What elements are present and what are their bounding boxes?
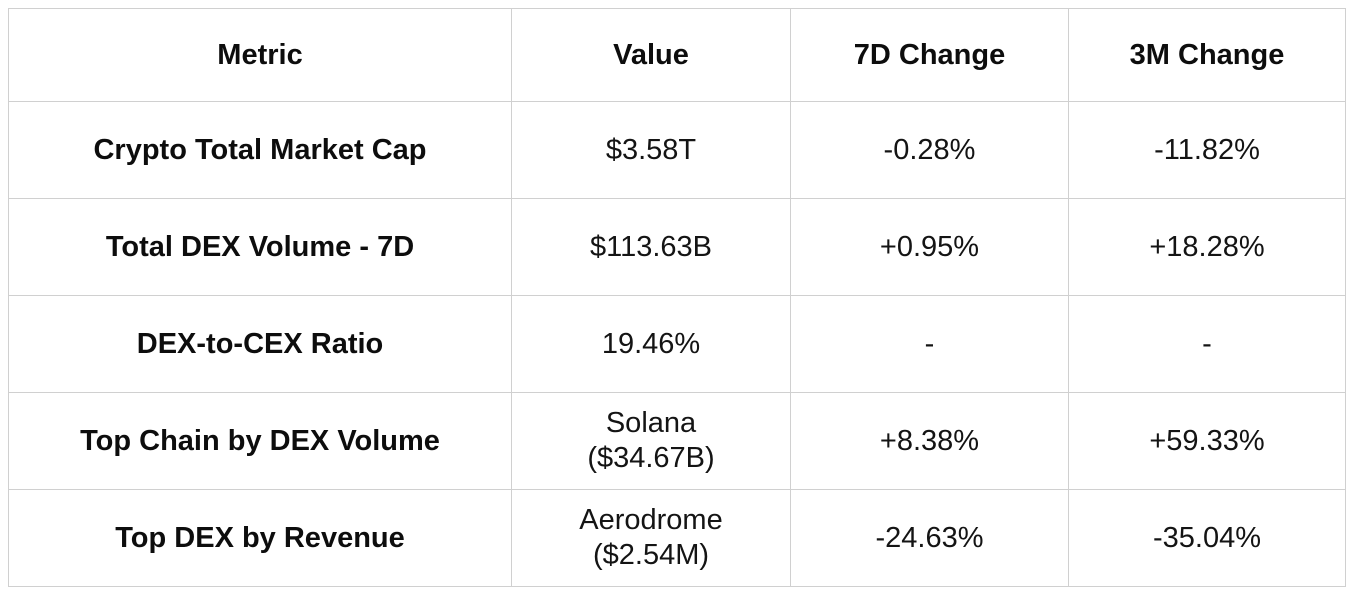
cell-3m-change: +59.33% bbox=[1068, 392, 1346, 490]
table-row: DEX-to-CEX Ratio 19.46% - - bbox=[8, 295, 1346, 393]
table-header: Metric Value 7D Change 3M Change bbox=[8, 8, 1346, 102]
cell-value: $113.63B bbox=[511, 198, 791, 296]
header-7d-change: 7D Change bbox=[790, 8, 1069, 102]
cell-metric: Crypto Total Market Cap bbox=[8, 101, 512, 199]
cell-value: 19.46% bbox=[511, 295, 791, 393]
table-row: Total DEX Volume - 7D $113.63B +0.95% +1… bbox=[8, 198, 1346, 296]
header-3m-change: 3M Change bbox=[1068, 8, 1346, 102]
crypto-metrics-table-container: Metric Value 7D Change 3M Change Crypto … bbox=[8, 8, 1346, 587]
cell-7d-change: +8.38% bbox=[790, 392, 1069, 490]
cell-3m-change: - bbox=[1068, 295, 1346, 393]
table-row: Top Chain by DEX Volume Solana ($34.67B)… bbox=[8, 392, 1346, 490]
cell-7d-change: -0.28% bbox=[790, 101, 1069, 199]
cell-7d-change: -24.63% bbox=[790, 489, 1069, 587]
header-metric: Metric bbox=[8, 8, 512, 102]
table-body: Crypto Total Market Cap $3.58T -0.28% -1… bbox=[8, 101, 1346, 587]
cell-3m-change: +18.28% bbox=[1068, 198, 1346, 296]
cell-value: Solana ($34.67B) bbox=[511, 392, 791, 490]
cell-3m-change: -11.82% bbox=[1068, 101, 1346, 199]
cell-value: $3.58T bbox=[511, 101, 791, 199]
cell-metric: DEX-to-CEX Ratio bbox=[8, 295, 512, 393]
table-row: Crypto Total Market Cap $3.58T -0.28% -1… bbox=[8, 101, 1346, 199]
cell-7d-change: - bbox=[790, 295, 1069, 393]
crypto-metrics-table: Metric Value 7D Change 3M Change Crypto … bbox=[8, 8, 1346, 587]
cell-metric: Top Chain by DEX Volume bbox=[8, 392, 512, 490]
cell-value: Aerodrome ($2.54M) bbox=[511, 489, 791, 587]
cell-metric: Total DEX Volume - 7D bbox=[8, 198, 512, 296]
header-row: Metric Value 7D Change 3M Change bbox=[8, 8, 1346, 102]
cell-3m-change: -35.04% bbox=[1068, 489, 1346, 587]
table-row: Top DEX by Revenue Aerodrome ($2.54M) -2… bbox=[8, 489, 1346, 587]
cell-7d-change: +0.95% bbox=[790, 198, 1069, 296]
header-value: Value bbox=[511, 8, 791, 102]
cell-metric: Top DEX by Revenue bbox=[8, 489, 512, 587]
